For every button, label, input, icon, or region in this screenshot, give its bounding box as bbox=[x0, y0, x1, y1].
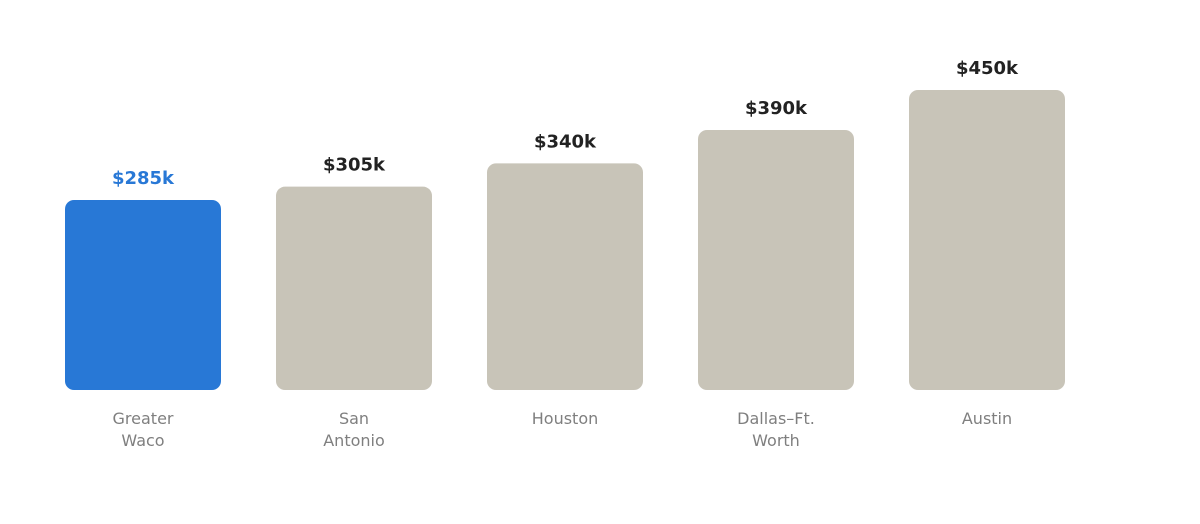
value-label-5: $450k bbox=[956, 58, 1019, 79]
bar-4 bbox=[698, 130, 854, 390]
category-label-5: Austin bbox=[962, 409, 1012, 428]
value-label-3: $340k bbox=[534, 131, 597, 152]
category-label-4: Dallas–Ft. Worth bbox=[737, 409, 815, 450]
value-label-1: $285k bbox=[112, 168, 175, 189]
value-label-2: $305k bbox=[323, 155, 386, 176]
bar-1 bbox=[65, 200, 221, 390]
bars-layer bbox=[65, 90, 1065, 390]
category-label-3: Houston bbox=[532, 409, 599, 428]
category-label-1: Greater Waco bbox=[113, 409, 174, 450]
bar-2 bbox=[276, 186, 432, 390]
bar-5 bbox=[909, 90, 1065, 390]
bar-3 bbox=[487, 163, 643, 390]
value-labels-layer: $285k $305k $340k $390k $450k bbox=[112, 58, 1019, 189]
category-labels-layer: Greater Waco San Antonio Houston Dallas–Ft. Wo… bbox=[113, 409, 1013, 450]
category-label-2: San Antonio bbox=[323, 409, 385, 450]
value-label-4: $390k bbox=[745, 98, 808, 119]
